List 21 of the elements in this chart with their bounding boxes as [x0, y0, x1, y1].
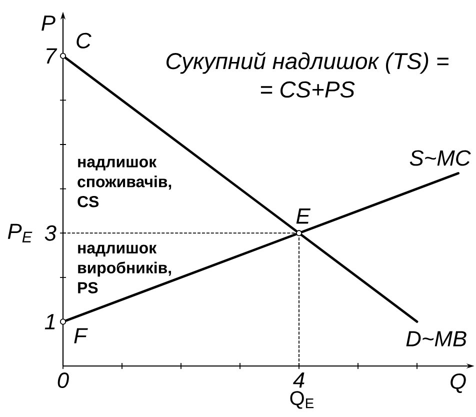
point [60, 52, 66, 59]
y-tick-label: 7 [46, 48, 58, 64]
y-axis-title: P [42, 16, 56, 31]
series-label: D~MB [406, 331, 466, 346]
y-tick-label: 1 [44, 314, 55, 330]
series-label: S~MC [410, 150, 471, 166]
annotation: надлишок виробників, PS [78, 244, 171, 294]
x-tick-label: 0 [58, 372, 69, 388]
y-tick-label: 3 [44, 225, 56, 241]
annotation: E [296, 208, 311, 224]
annotation: C [76, 32, 92, 48]
annotation: F [74, 328, 88, 344]
x-axis-title: Q [450, 373, 466, 393]
text: Сукупний надлишок (TS) = [166, 52, 448, 74]
ref-line-label: P$_{E}$ [8, 224, 32, 242]
point [296, 230, 302, 236]
point [60, 318, 66, 325]
ref-line-label: Q$_{E}$ [290, 391, 314, 409]
x-tick-label: 4 [293, 372, 304, 388]
annotation: надлишок споживачів, CS [78, 158, 172, 208]
text: = CS+PS [260, 81, 355, 98]
